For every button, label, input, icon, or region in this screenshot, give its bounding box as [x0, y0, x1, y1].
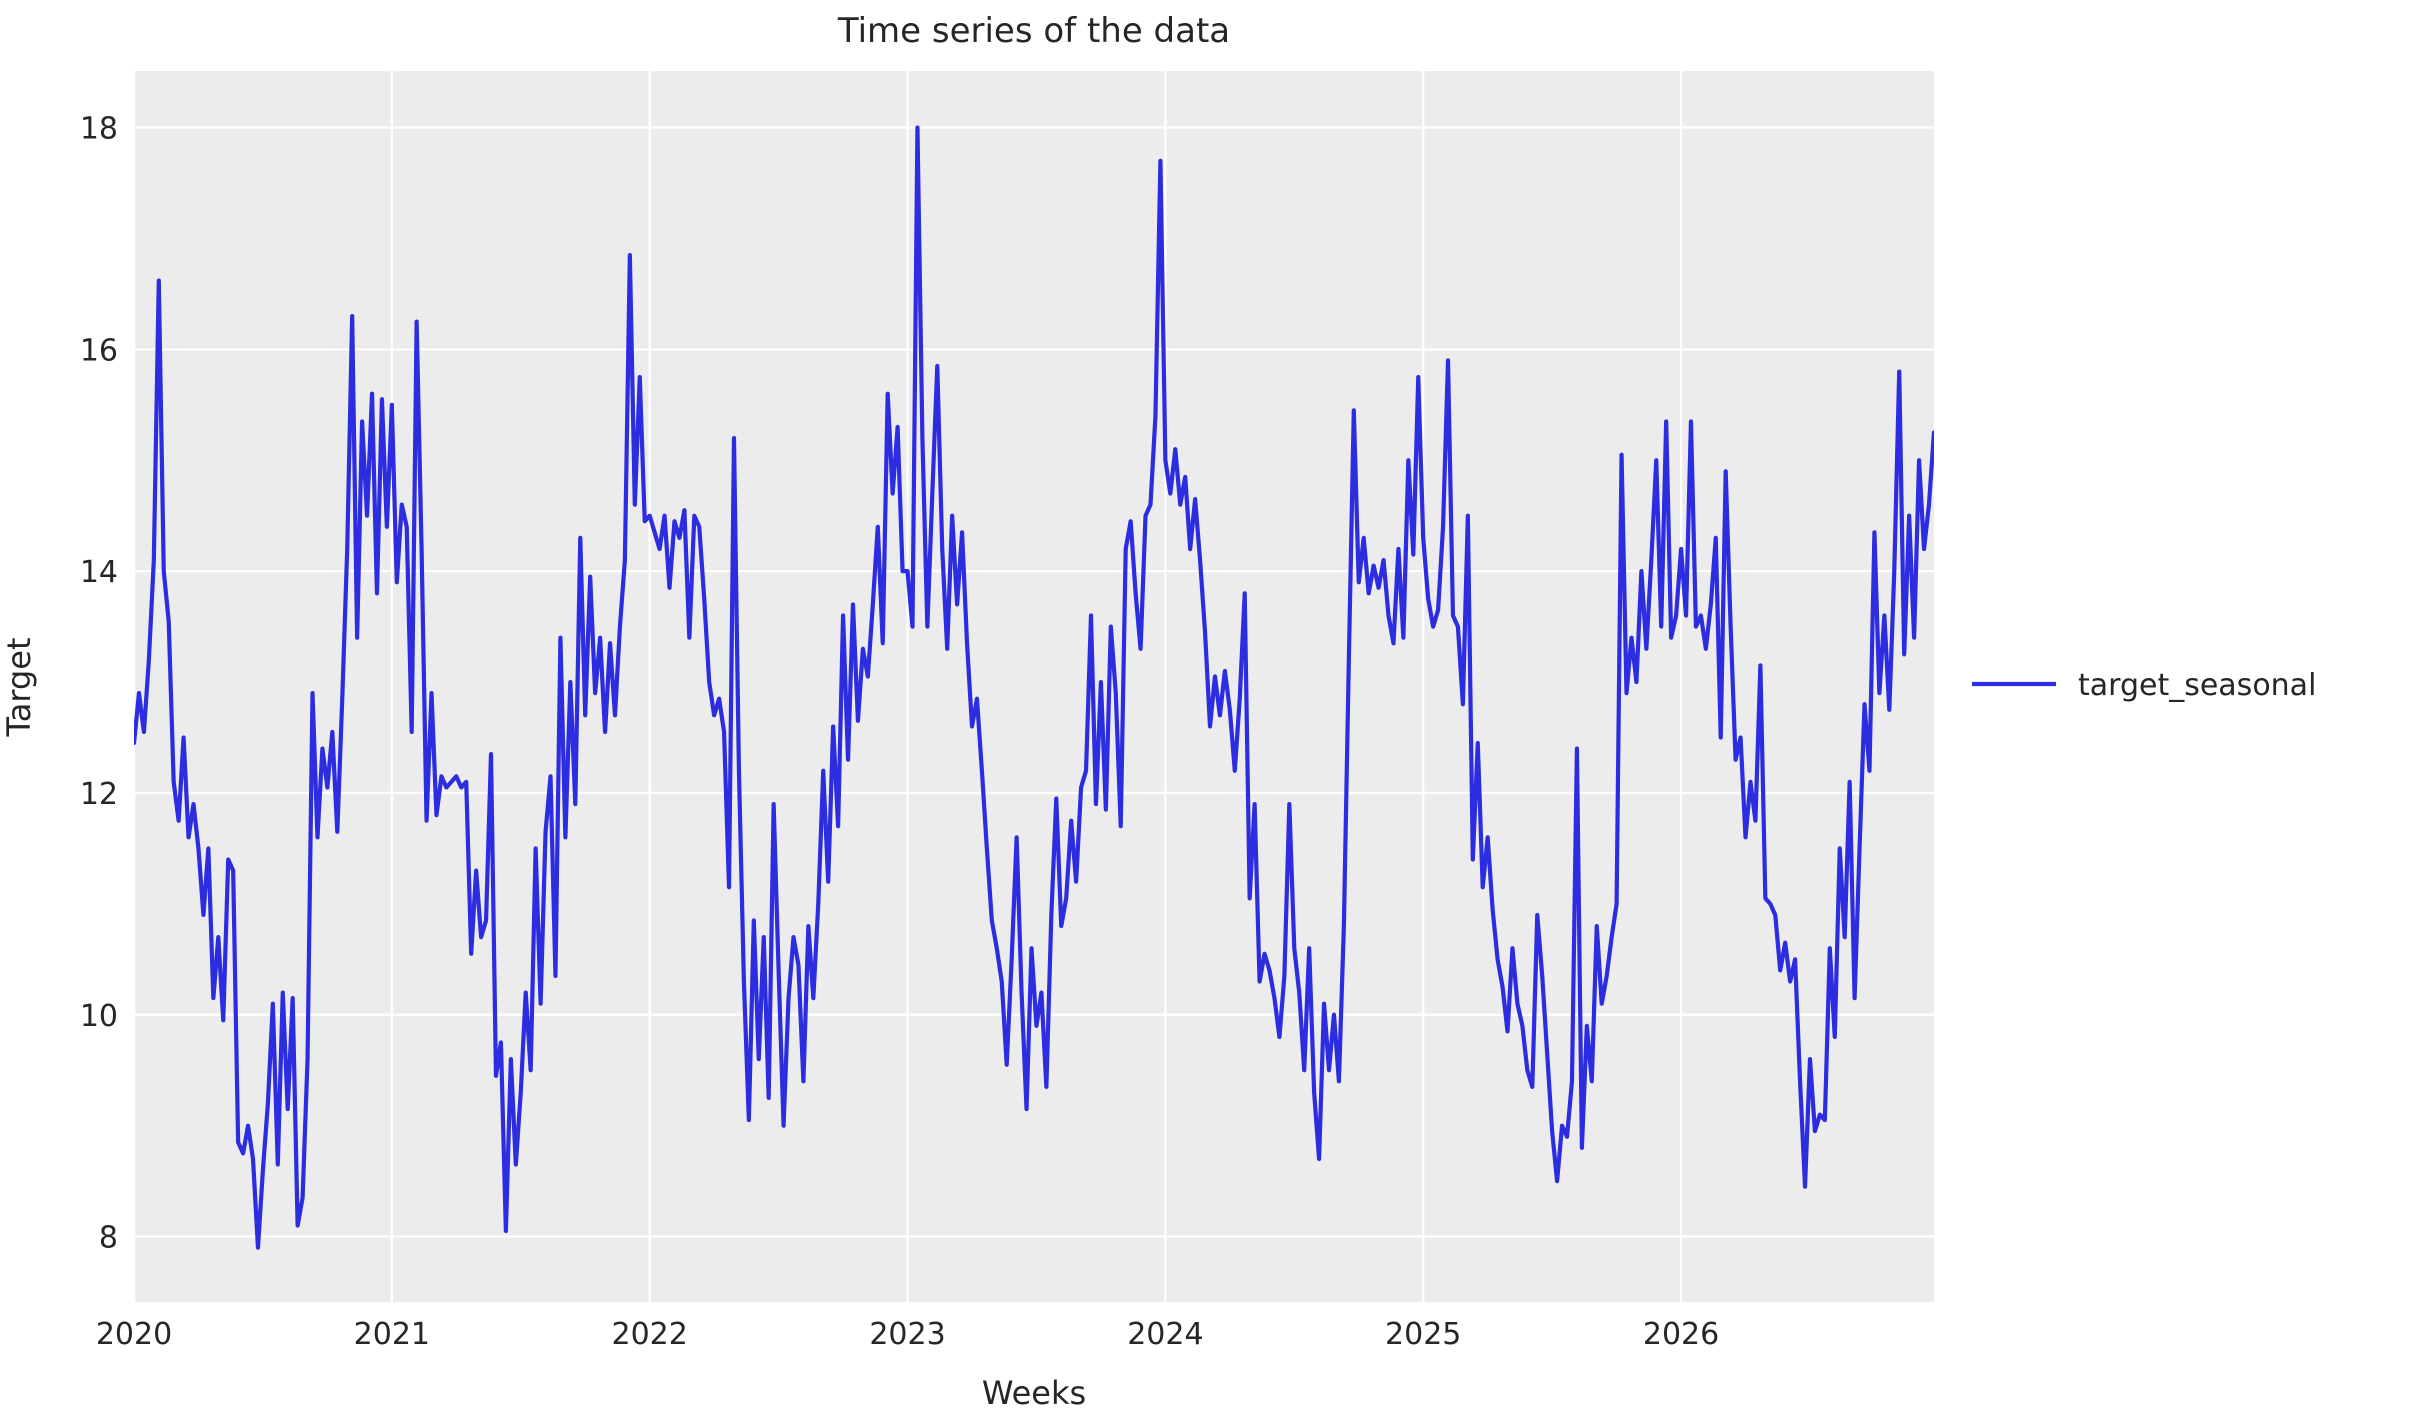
x-tick-label: 2025 — [1385, 1317, 1461, 1352]
y-tick-label: 8 — [99, 1221, 118, 1256]
legend-series-label: target_seasonal — [2078, 668, 2316, 703]
y-axis-label: Target — [0, 638, 38, 738]
x-tick-label: 2024 — [1127, 1317, 1203, 1352]
x-tick-label: 2020 — [96, 1317, 172, 1352]
y-tick-label: 10 — [80, 999, 118, 1034]
y-tick-label: 12 — [80, 777, 118, 812]
legend: target_seasonal — [1972, 668, 2316, 703]
plot-area — [134, 71, 1934, 1302]
y-tick-label: 16 — [80, 333, 118, 368]
x-tick-label: 2021 — [354, 1317, 430, 1352]
x-tick-label: 2023 — [869, 1317, 945, 1352]
y-tick-labels: 8 10 12 14 16 18 — [80, 112, 118, 1256]
y-tick-label: 18 — [80, 112, 118, 147]
series-layer — [134, 125, 1934, 1250]
x-tick-labels: 2020 2021 2022 2023 2024 2025 2026 — [96, 1317, 1719, 1352]
x-tick-label: 2022 — [612, 1317, 688, 1352]
x-axis-label: Weeks — [982, 1374, 1086, 1412]
target-seasonal-line — [134, 125, 1934, 1250]
chart-title: Time series of the data — [837, 11, 1230, 51]
x-tick-label: 2026 — [1643, 1317, 1719, 1352]
y-tick-label: 14 — [80, 555, 118, 590]
